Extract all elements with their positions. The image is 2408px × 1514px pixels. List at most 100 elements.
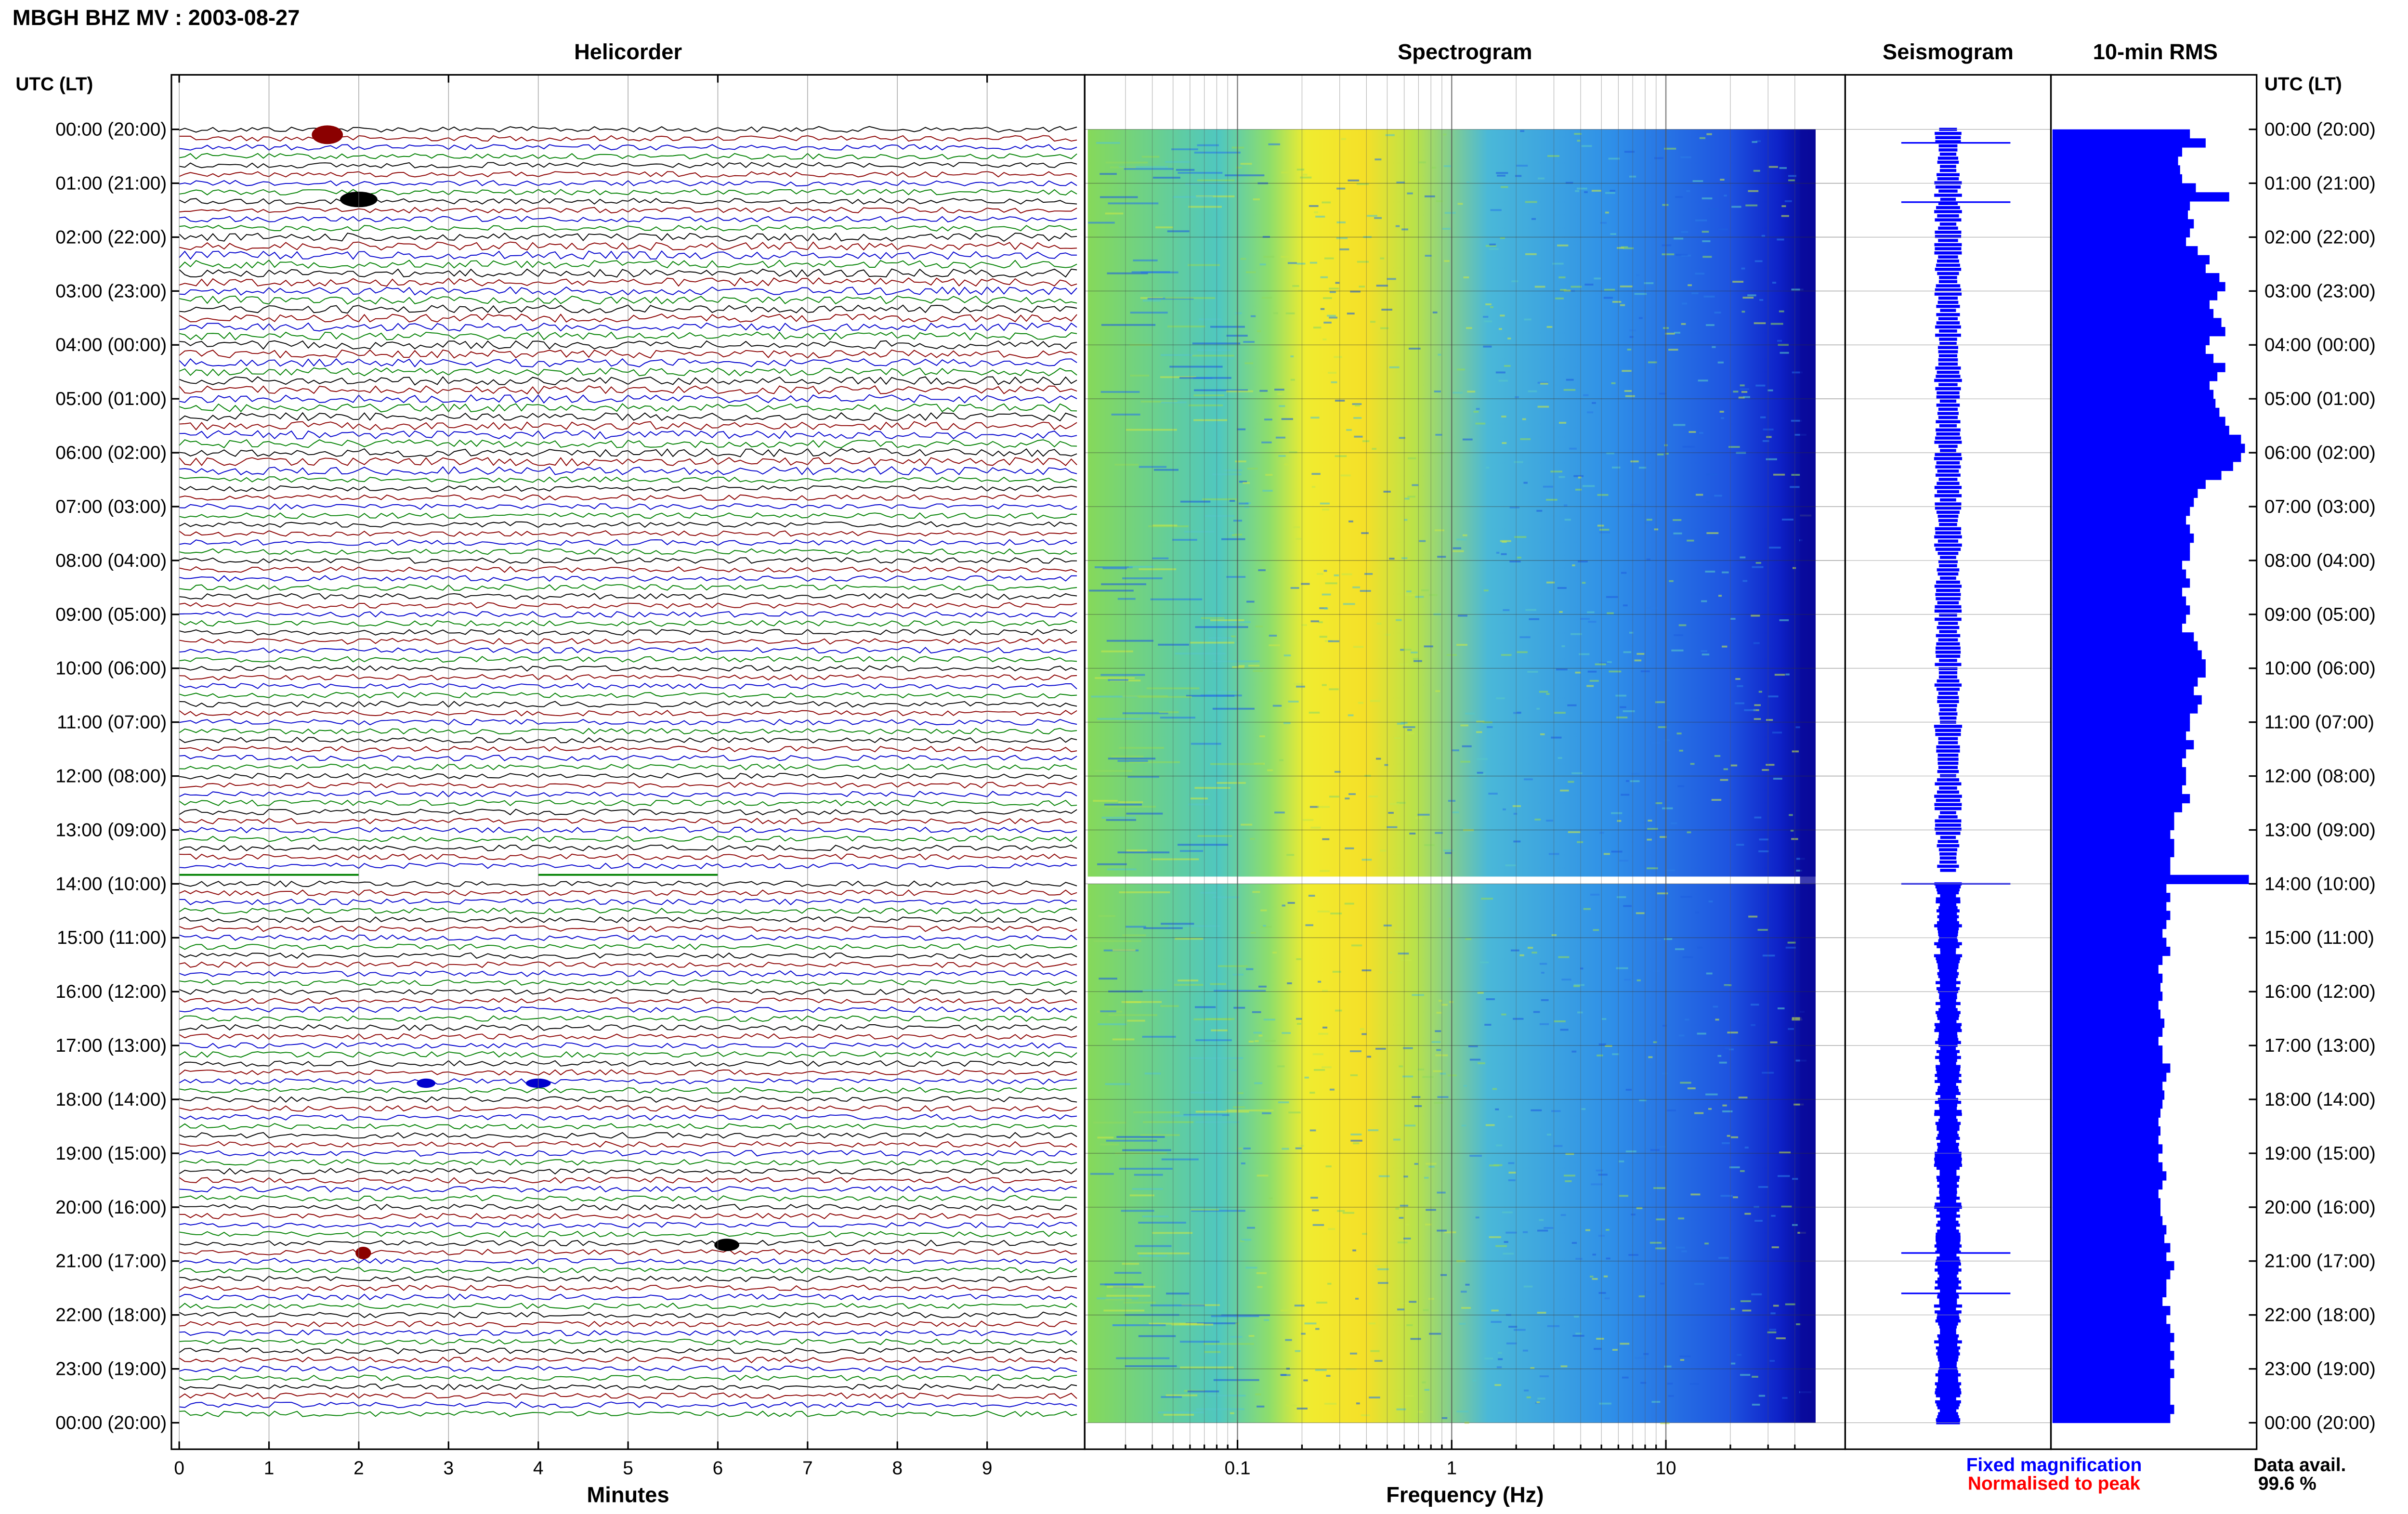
spectrogram-speckle	[1449, 918, 1453, 920]
spectrogram-speckle	[1193, 377, 1213, 379]
spectrogram-speckle	[1472, 1379, 1477, 1382]
spectrogram-speckle	[1435, 1054, 1448, 1057]
spectrogram-speckle	[1759, 838, 1769, 841]
spectrogram-speckle	[1334, 574, 1339, 576]
spectrogram-speckle	[1236, 166, 1243, 169]
spectrogram-speckle	[1466, 181, 1470, 183]
spectrogram-speckle	[1160, 1005, 1179, 1007]
spectrogram-speckle	[1462, 534, 1467, 536]
spectrogram-speckle	[1293, 683, 1304, 685]
spectrogram-speckle	[1265, 474, 1273, 476]
rms-bar	[2052, 1162, 2163, 1172]
spectrogram-speckle	[1457, 614, 1467, 617]
spectrogram-speckle	[1578, 476, 1582, 479]
spectrogram-speckle	[1733, 391, 1739, 393]
spectrogram-speckle	[1599, 662, 1610, 664]
spectrogram-speckle	[1534, 286, 1545, 288]
spectrogram-speckle	[1586, 685, 1594, 687]
spectrogram-speckle	[1192, 354, 1234, 357]
spectrogram-speckle	[1357, 261, 1369, 263]
spectrogram-speckle	[1090, 1173, 1114, 1175]
spectrogram-speckle	[1112, 949, 1136, 952]
spectrogram-speckle	[1496, 697, 1505, 700]
spectrogram-speckle	[1406, 1324, 1413, 1326]
spectrogram-speckle	[1459, 1323, 1466, 1325]
spectrogram-speckle	[1530, 1367, 1535, 1369]
spectrogram-speckle	[1593, 929, 1599, 931]
spectrogram-speckle	[1660, 1282, 1665, 1285]
spectrogram-speckle	[1288, 574, 1293, 577]
spectrogram-speckle	[1460, 724, 1468, 727]
spectrogram-speckle	[1592, 1278, 1598, 1280]
spectrogram-speckle	[1282, 904, 1286, 907]
spectrogram-speckle	[1185, 1322, 1237, 1324]
rms-bar	[2052, 461, 2233, 471]
rms-bar	[2052, 426, 2229, 435]
spectrogram-speckle	[1310, 1197, 1318, 1199]
spectrogram-speckle	[1655, 1247, 1666, 1250]
spectrogram-speckle	[1789, 814, 1793, 816]
spectrogram-speckle	[1553, 1145, 1563, 1147]
time-tick-label-left: 04:00 (00:00)	[55, 335, 167, 355]
spectrogram-speckle	[1097, 863, 1127, 865]
spectrogram-speckle	[1396, 1408, 1406, 1410]
spectrogram-speckle	[1554, 712, 1566, 714]
spectrogram-speckle	[1706, 133, 1712, 135]
spectrogram-speckle	[1309, 806, 1319, 808]
spectrogram-speckle	[1129, 1194, 1154, 1197]
data-availability-label: Data avail.	[2253, 1455, 2346, 1475]
spectrogram-speckle	[1644, 282, 1654, 284]
spectrogram-speckle	[1546, 693, 1550, 695]
spectrogram-speckle	[1319, 607, 1328, 609]
spectrogram-speckle	[1740, 388, 1750, 391]
spectrogram-speckle	[1288, 1111, 1301, 1114]
spectrogram-speckle	[1791, 419, 1802, 422]
spectrogram-speckle	[1793, 1103, 1804, 1106]
spectrogram-speckle	[1121, 1001, 1162, 1003]
spectrogram-speckle	[1706, 501, 1716, 503]
spectrogram-speckle	[1620, 706, 1626, 708]
spectrogram-speckle	[1476, 720, 1485, 723]
spectrogram-speckle	[1439, 1000, 1442, 1002]
spectrogram-speckle	[1300, 176, 1312, 179]
rms-bar	[2052, 210, 2188, 220]
time-tick-label-right: 02:00 (22:00)	[2264, 227, 2376, 248]
time-tick-label-left: 01:00 (21:00)	[55, 173, 167, 194]
spectrogram-speckle	[1769, 1329, 1777, 1331]
rms-bar	[2052, 812, 2174, 822]
spectrogram-speckle	[1770, 1041, 1778, 1044]
spectrogram-speckle	[1441, 1004, 1448, 1006]
spectrogram-speckle	[1741, 311, 1745, 313]
spectrogram-speckle	[1762, 1071, 1774, 1074]
spectrogram-speckle	[1406, 732, 1414, 734]
spectrogram-speckle	[1779, 310, 1784, 313]
rms-bar	[2052, 1243, 2171, 1253]
rms-bar	[2052, 201, 2190, 211]
spectrogram-speckle	[1231, 635, 1236, 638]
rms-bar	[2052, 785, 2183, 795]
spectrogram-speckle	[1631, 1214, 1636, 1216]
spectrogram-speckle	[1132, 1188, 1163, 1190]
spectrogram-speckle	[1302, 819, 1314, 821]
spectrogram-speckle	[1142, 1215, 1169, 1217]
spectrogram-speckle	[1534, 818, 1541, 821]
rms-bar	[2052, 192, 2229, 202]
rms-bar	[2052, 919, 2167, 929]
spectrogram-speckle	[1717, 361, 1724, 364]
spectrogram-speckle	[1754, 1220, 1763, 1222]
spectrogram-speckle	[1188, 264, 1220, 266]
spectrogram-speckle	[1773, 778, 1782, 780]
rms-bar	[2052, 1099, 2163, 1109]
spectrogram-speckle	[1779, 1151, 1791, 1154]
spectrogram-speckle	[1106, 1139, 1157, 1142]
spectrogram-speckle	[1511, 280, 1518, 283]
rms-bar	[2052, 830, 2171, 839]
spectrogram-speckle	[1597, 1054, 1603, 1057]
spectrogram-speckle	[1412, 994, 1425, 996]
spectrogram-speckle	[1755, 561, 1761, 564]
spectrogram-speckle	[1161, 1396, 1182, 1398]
spectrogram-speckle	[1524, 1389, 1529, 1392]
spectrogram-speckle	[1666, 869, 1675, 872]
spectrogram-speckle	[1296, 958, 1301, 960]
spectrogram-speckle	[1155, 226, 1173, 229]
